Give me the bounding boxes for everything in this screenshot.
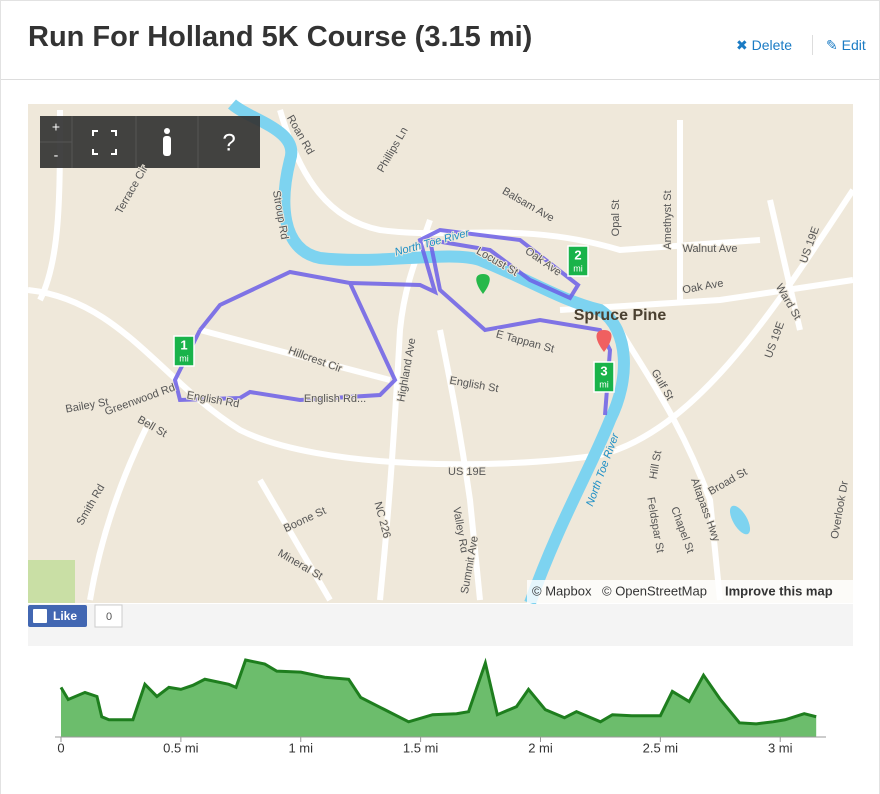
street-label: US 19E bbox=[448, 466, 486, 478]
street-label: Opal St bbox=[610, 200, 622, 237]
like-count: 0 bbox=[106, 611, 112, 623]
elevation-area bbox=[61, 660, 817, 737]
x-tick-label: 0 bbox=[57, 740, 64, 755]
edit-button[interactable]: ✎ Edit bbox=[826, 37, 866, 53]
place-label: Spruce Pine bbox=[574, 307, 667, 324]
like-label[interactable]: Like bbox=[53, 609, 77, 623]
x-tick-label: 2.5 mi bbox=[643, 740, 679, 755]
x-tick-label: 2 mi bbox=[528, 740, 553, 755]
mile-number: 2 bbox=[574, 247, 581, 262]
x-tick-label: 1 mi bbox=[288, 740, 313, 755]
x-tick-label: 1.5 mi bbox=[403, 740, 439, 755]
attribution: © OpenStreetMap bbox=[602, 583, 707, 598]
title: Run For Holland 5K Course (3.15 mi) bbox=[28, 21, 533, 53]
elevation-line bbox=[59, 657, 817, 726]
street-label: Walnut Ave bbox=[682, 243, 737, 255]
roads bbox=[27, 109, 856, 602]
mile-unit: mi bbox=[573, 263, 583, 273]
mile-unit: mi bbox=[179, 353, 189, 363]
control-label[interactable]: - bbox=[54, 147, 59, 163]
x-tick-label: 3 mi bbox=[768, 740, 793, 755]
start-pin bbox=[476, 274, 490, 294]
delete-button[interactable]: ✖ Delete bbox=[736, 37, 793, 53]
delete-label[interactable]: Delete bbox=[751, 37, 793, 53]
river bbox=[228, 99, 630, 606]
attribution-bg bbox=[527, 580, 853, 603]
mile-number: 1 bbox=[180, 337, 187, 352]
street-label: Amethyst St bbox=[662, 190, 674, 249]
park bbox=[28, 560, 75, 603]
attribution: © Mapbox bbox=[532, 583, 592, 598]
attribution[interactable]: Improve this map bbox=[725, 583, 833, 598]
end-pin bbox=[596, 330, 612, 352]
mile-unit: mi bbox=[599, 379, 609, 389]
map[interactable] bbox=[28, 104, 853, 603]
control-label[interactable]: + bbox=[52, 119, 60, 135]
mile-marker bbox=[567, 245, 589, 277]
control-label[interactable]: ? bbox=[222, 129, 235, 156]
divider bbox=[812, 35, 813, 55]
fb-icon[interactable] bbox=[33, 609, 47, 623]
route bbox=[172, 227, 613, 416]
header: Run For Holland 5K Course (3.15 mi) ✖ De… bbox=[0, 0, 880, 80]
mile-marker bbox=[593, 361, 615, 393]
x-tick-label: 0.5 mi bbox=[163, 740, 199, 755]
edit-label[interactable]: Edit bbox=[841, 37, 866, 53]
social-bar bbox=[28, 604, 853, 646]
pond bbox=[729, 505, 751, 535]
mile-marker bbox=[173, 335, 195, 367]
map-controls bbox=[40, 116, 260, 168]
fullscreen-icon[interactable] bbox=[92, 130, 117, 155]
person-icon[interactable] bbox=[163, 128, 171, 156]
street-label: English Rd... bbox=[304, 393, 366, 405]
mile-number: 3 bbox=[600, 363, 607, 378]
like-count-box bbox=[94, 604, 123, 628]
